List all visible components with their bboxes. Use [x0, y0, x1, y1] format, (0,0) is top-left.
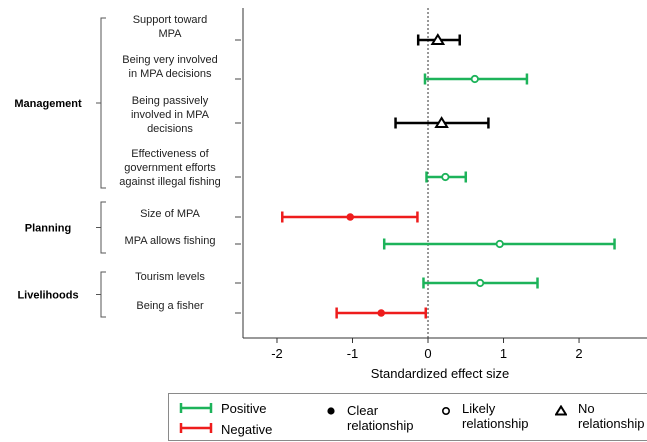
point-estimate-open [441, 172, 450, 182]
x-tick-label: -2 [271, 346, 283, 361]
x-tick-label: 0 [424, 346, 431, 361]
point-estimate-triangle [434, 116, 449, 128]
group-label: Planning [25, 223, 71, 235]
row-labels: Support toward MPA Being very involved in M… [119, 14, 241, 314]
row-label: Support toward [133, 14, 208, 26]
row-label: government efforts [124, 162, 216, 174]
legend: Positive Negative Clear relationship Lik… [168, 393, 647, 441]
row-label: MPA [158, 28, 182, 40]
group-bracket [100, 271, 106, 318]
legend-clear-line-2: relationship [347, 418, 414, 433]
row-label: Being very involved [122, 54, 217, 66]
legend-negative-swatch [179, 423, 213, 433]
legend-positive-label: Positive [221, 401, 267, 416]
open-circle-icon [441, 406, 451, 416]
legend-likely-line-1: Likely [462, 401, 496, 416]
legend-likely-line-2: relationship [462, 416, 529, 431]
row-label: Effectiveness of [131, 148, 209, 160]
point-estimate-filled [346, 213, 355, 221]
point-estimate-open [476, 278, 485, 288]
row-label: Tourism levels [135, 271, 205, 283]
row-label: Being a fisher [136, 300, 204, 312]
legend-no-label: No relationship [578, 401, 645, 431]
row-label: in MPA decisions [129, 68, 212, 80]
legend-negative-label: Negative [221, 422, 273, 437]
plot-area [242, 8, 616, 338]
row-label: Size of MPA [140, 208, 200, 220]
group-brackets: Management Planning Livelihoods [14, 17, 106, 318]
x-tick-label: 2 [575, 346, 582, 361]
row-label: involved in MPA [131, 109, 210, 121]
x-tick-label: 1 [500, 346, 507, 361]
x-axis: -2 -1 0 1 2 [243, 337, 647, 361]
legend-clear-line-1: Clear [347, 403, 379, 418]
legend-likely-label: Likely relationship [462, 401, 529, 431]
point-estimate-open [470, 74, 479, 84]
row-label: Being passively [132, 95, 209, 107]
row-label: decisions [147, 123, 193, 135]
legend-no-line-2: relationship [578, 416, 645, 431]
group-bracket [100, 201, 106, 254]
group-bracket [100, 17, 106, 189]
forest-plot: Management Planning Livelihoods Support to… [14, 8, 647, 381]
row-label: against illegal fishing [119, 176, 221, 188]
x-axis-title: Standardized effect size [371, 366, 510, 381]
point-estimate-filled [377, 309, 385, 317]
point-estimate-triangle [430, 33, 446, 45]
filled-circle-icon [327, 407, 335, 415]
legend-positive-swatch [179, 403, 213, 413]
row-label: MPA allows fishing [125, 235, 216, 247]
legend-clear-label: Clear relationship [347, 403, 414, 433]
group-label: Management [14, 98, 82, 110]
legend-no-line-1: No [578, 401, 595, 416]
open-triangle-icon [555, 405, 567, 416]
x-tick-label: -1 [347, 346, 359, 361]
group-label: Livelihoods [17, 290, 78, 302]
point-estimate-open [495, 239, 504, 249]
